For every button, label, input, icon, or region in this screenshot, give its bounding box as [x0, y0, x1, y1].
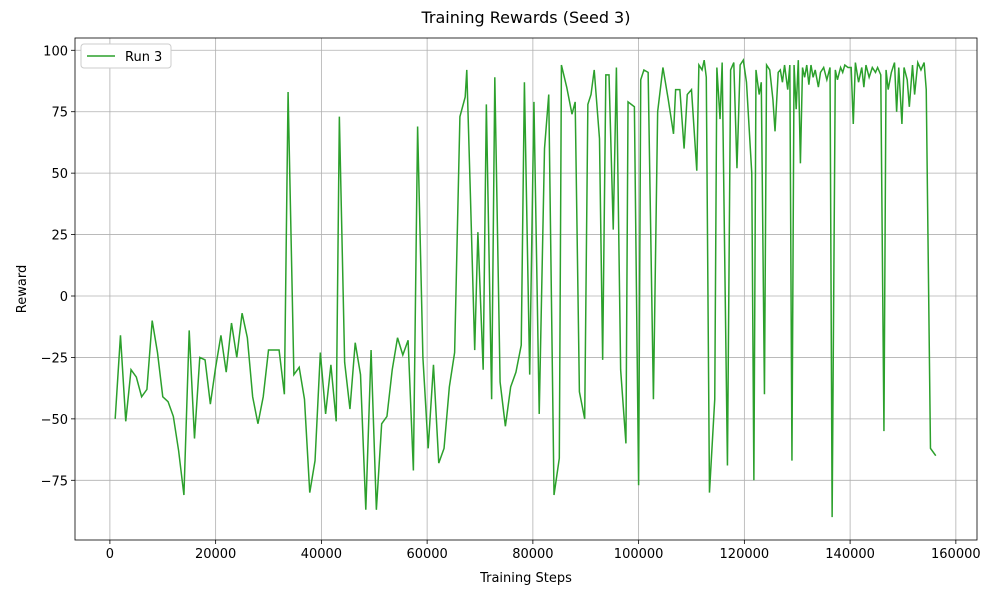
- chart-title: Training Rewards (Seed 3): [421, 8, 631, 27]
- x-tick-label: 140000: [825, 547, 875, 562]
- y-axis-label: Reward: [15, 265, 30, 313]
- x-tick-label: 40000: [301, 547, 342, 562]
- legend: Run 3: [80, 43, 172, 69]
- y-tick-label: 0: [60, 290, 68, 305]
- x-tick-label: 20000: [195, 547, 236, 562]
- x-tick-label: 60000: [406, 547, 447, 562]
- y-tick-label: −75: [41, 474, 68, 489]
- x-axis-label: Training Steps: [479, 571, 572, 586]
- x-tick-label: 160000: [931, 547, 981, 562]
- x-tick-label: 120000: [720, 547, 770, 562]
- y-tick-label: 100: [43, 44, 68, 59]
- plot-frame: [74, 37, 978, 541]
- legend-label: Run 3: [125, 50, 162, 65]
- x-tick-label: 100000: [614, 547, 664, 562]
- y-tick-label: −50: [41, 413, 68, 428]
- x-tick-label: 80000: [512, 547, 553, 562]
- y-tick-label: 50: [51, 167, 68, 182]
- x-tick-label: 0: [106, 547, 114, 562]
- y-tick-label: 75: [51, 106, 68, 121]
- y-tick-label: 25: [51, 229, 68, 244]
- series-line: [114, 58, 937, 518]
- y-tick-label: −25: [41, 351, 68, 366]
- legend-box: [80, 43, 172, 69]
